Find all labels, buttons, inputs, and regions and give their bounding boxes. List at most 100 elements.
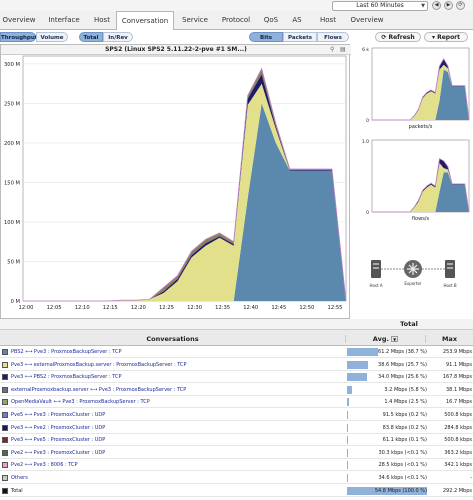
max-value: 500.8 kbps <box>444 412 472 418</box>
x-tick-label: 12:25 <box>159 305 174 311</box>
volume-toggle[interactable]: Volume <box>36 32 68 42</box>
series-area-1 <box>372 64 469 120</box>
total-toggle[interactable]: Total <box>79 32 103 42</box>
avg-share-bar <box>347 360 368 369</box>
avg-share-bar <box>347 348 378 356</box>
conversation-link[interactable]: Pve3 ⟷ externalProxmoxBackup.server : Pr… <box>11 361 187 368</box>
table-row[interactable]: Pve2 ⟷ Pve3 : 8006 : TCP 28.5 kbps (<0.1 … <box>0 459 473 472</box>
tab-qos[interactable]: QoS <box>263 16 279 24</box>
max-value: 253.9 Mbps <box>442 349 472 355</box>
router-icon <box>404 260 422 278</box>
total-label: Total <box>11 487 23 494</box>
chevron-down-icon: ▾ <box>431 34 435 41</box>
series-area-1 <box>372 163 469 212</box>
inrev-toggle[interactable]: In/Rev <box>103 32 133 42</box>
max-value: 284.8 kbps <box>444 424 472 431</box>
chart-title: SPS2 (Linux SPS2 5.11.22-2-pve #1 SM...) <box>1 45 351 55</box>
conversation-link[interactable]: externalProxmoxbackup.server ⟷ Pve3 : Pr… <box>11 386 187 393</box>
table-row[interactable]: Pve3 ⟷ PBS2 : ProxmoxBackupServer : TCP 3… <box>0 371 473 384</box>
table-row[interactable]: Others 34.6 kbps (<0.1 %) - <box>0 472 473 484</box>
conversation-link[interactable]: OpenMediaVault ⟷ Pve3 : ProxmoxBackupSer… <box>11 399 150 406</box>
conversation-link[interactable]: Pve2 ⟷ Pve3 : ProxmoxCluster : UDP <box>11 449 106 456</box>
packets-toggle[interactable]: Packets <box>283 32 317 42</box>
max-value: 16.7 Mbps <box>446 399 472 406</box>
y-tick-label: 300 M <box>4 62 20 68</box>
conversation-link[interactable]: Others <box>11 475 28 481</box>
series-color-swatch <box>2 475 8 481</box>
y-tick-label: 150 M <box>4 180 20 186</box>
table-row[interactable]: PBS2 ⟷ Pve3 : ProxmoxBackupServer : TCP 6… <box>0 346 473 358</box>
next-period-icon[interactable]: ▶ <box>444 1 453 10</box>
table-row[interactable]: Pve3 ⟷ Pve5 : ProxmoxCluster : UDP 61.1 k… <box>0 434 473 447</box>
max-value: 342.1 kbps <box>444 462 472 469</box>
tab-as[interactable]: AS <box>292 16 302 24</box>
tab-host-2[interactable]: Host <box>320 16 336 24</box>
report-button[interactable]: ▾ Report <box>424 32 468 42</box>
max-value: 91.1 Mbps <box>446 361 472 368</box>
series-color-swatch <box>2 424 8 431</box>
exporter-label: Exporter <box>404 281 422 286</box>
y-tick-label: 100 M <box>4 220 20 226</box>
main-chart-panel: SPS2 (Linux SPS2 5.11.22-2-pve #1 SM...)… <box>0 44 351 319</box>
sort-desc-icon[interactable]: ▼ <box>391 336 399 342</box>
total-row[interactable]: Total 54.8 Mbps (100.0 %) 292.2 Mbps <box>0 485 473 497</box>
reload-icon[interactable]: ⟳ <box>456 1 465 10</box>
avg-value: 34.0 Mbps (25.6 %) <box>378 374 427 381</box>
export-icon[interactable]: ▤ <box>340 46 346 53</box>
throughput-toggle[interactable]: Throughput <box>0 32 37 42</box>
previous-period-icon[interactable]: ◀ <box>432 1 441 10</box>
tab-overview[interactable]: Overview <box>2 16 36 24</box>
tab-host[interactable]: Host <box>94 16 110 24</box>
time-range-select[interactable]: Last 60 Minutes ▼ <box>332 1 428 11</box>
avg-share-bar <box>347 461 348 470</box>
tab-conversation[interactable]: Conversation <box>116 11 174 31</box>
series-color-swatch <box>2 412 8 418</box>
table-row[interactable]: externalProxmoxbackup.server ⟷ Pve3 : Pr… <box>0 384 473 396</box>
avg-share-bar <box>347 423 348 432</box>
table-row[interactable]: Pve3 ⟷ Pve2 : ProxmoxCluster : UDP 83.8 k… <box>0 422 473 434</box>
conversation-link[interactable]: Pve3 ⟷ Pve5 : ProxmoxCluster : UDP <box>11 437 106 444</box>
series-color-swatch <box>2 462 8 469</box>
table-group-header: Total <box>0 319 473 330</box>
y-tick-label: 6 k <box>362 47 369 53</box>
max-column-header[interactable]: Max <box>425 335 473 343</box>
conversation-link[interactable]: Pve5 ⟷ Pve3 : ProxmoxCluster : UDP <box>11 412 106 418</box>
series-color-swatch <box>2 361 8 368</box>
conversation-link[interactable]: Pve2 ⟷ Pve3 : 8006 : TCP <box>11 462 78 469</box>
table-row[interactable]: OpenMediaVault ⟷ Pve3 : ProxmoxBackupSer… <box>0 396 473 409</box>
avg-value: 83.8 kbps (0.2 %) <box>382 424 427 431</box>
bits-toggle[interactable]: Bits <box>249 32 283 42</box>
table-row[interactable]: Pve5 ⟷ Pve3 : ProxmoxCluster : UDP 91.5 k… <box>0 409 473 421</box>
total-outline <box>372 58 470 121</box>
avg-column-header[interactable]: Avg. ▼ <box>345 335 425 343</box>
refresh-button[interactable]: ⟳ Refresh <box>375 32 421 42</box>
max-value: 500.8 kbps <box>444 437 472 444</box>
x-tick-label: 12:35 <box>215 305 230 311</box>
tab-interface[interactable]: Interface <box>48 16 80 24</box>
flows-toggle[interactable]: Flows <box>317 32 349 42</box>
chevron-down-icon: ▼ <box>421 3 425 9</box>
conversation-link[interactable]: PBS2 ⟷ Pve3 : ProxmoxBackupServer : TCP <box>11 349 122 355</box>
series-color-swatch <box>2 437 8 444</box>
x-tick-label: 12:10 <box>75 305 90 311</box>
conversation-link[interactable]: Pve3 ⟷ Pve2 : ProxmoxCluster : UDP <box>11 424 106 431</box>
max-value: 363.2 kbps <box>444 449 472 456</box>
time-range-value: Last 60 Minutes <box>356 2 404 9</box>
y-tick-label: 0 M <box>11 299 20 305</box>
avg-share-bar <box>347 474 348 482</box>
tab-protocol[interactable]: Protocol <box>221 16 251 24</box>
conversation-link[interactable]: Pve3 ⟷ PBS2 : ProxmoxBackupServer : TCP <box>11 374 122 381</box>
max-value: 38.1 Mbps <box>446 386 472 393</box>
conversations-column-header[interactable]: Conversations <box>146 335 199 343</box>
zoom-icon[interactable]: ⚲ <box>330 46 335 53</box>
table-row[interactable]: Pve3 ⟷ externalProxmoxBackup.server : Pr… <box>0 359 473 371</box>
tab-service[interactable]: Service <box>182 16 208 24</box>
y-tick-label: 250 M <box>4 101 20 107</box>
series-color-swatch <box>2 374 8 381</box>
table-row[interactable]: Pve2 ⟷ Pve3 : ProxmoxCluster : UDP 30.3 k… <box>0 447 473 459</box>
series-color-swatch <box>2 487 8 494</box>
tab-overview-2[interactable]: Overview <box>350 16 384 24</box>
total-outline <box>23 67 347 302</box>
avg-share-bar <box>347 411 348 419</box>
avg-share-bar <box>347 373 367 382</box>
